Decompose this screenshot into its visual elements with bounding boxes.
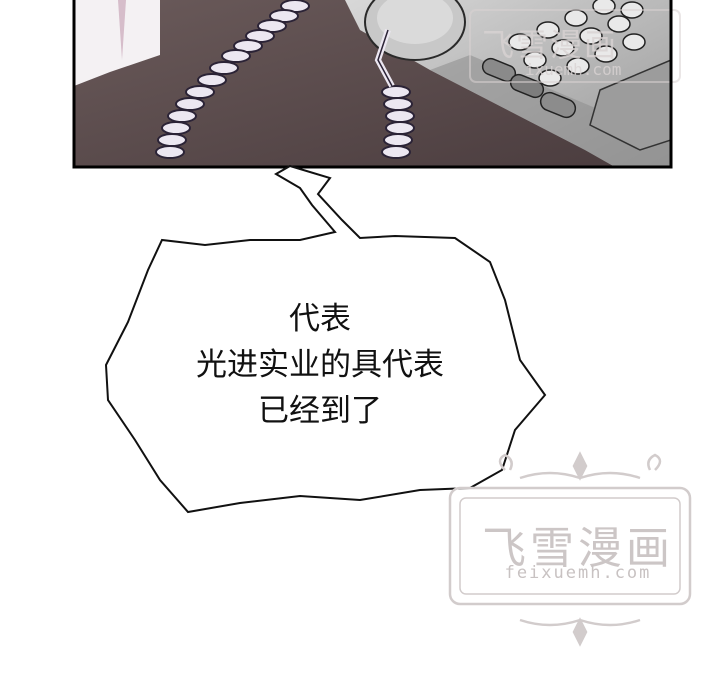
speech-line-2: 光进实业的具代表 [196, 347, 444, 383]
speech-line-1: 代表 [289, 301, 351, 337]
speech-bubble [104, 164, 547, 514]
phone-cord [155, 0, 415, 159]
comic-panel [72, 0, 681, 169]
watermark-bottom-title: 飞雪漫画 [482, 523, 674, 574]
watermark-ornament [448, 451, 692, 647]
paper-sheet [74, 0, 160, 86]
watermark-bottom-url: feixuemh.com [504, 563, 652, 583]
phone-function-keys [481, 57, 577, 119]
speech-text: 代表 光进实业的具代表 已经到了 [170, 296, 470, 434]
phone-keypad [508, 0, 646, 87]
watermark-top [469, 9, 681, 83]
watermark-top-title: 飞雪漫画 [482, 26, 619, 64]
speech-line-3: 已经到了 [258, 393, 382, 429]
panel-frame [72, 0, 673, 169]
watermark-top-url: ixuemh.com [525, 60, 622, 79]
